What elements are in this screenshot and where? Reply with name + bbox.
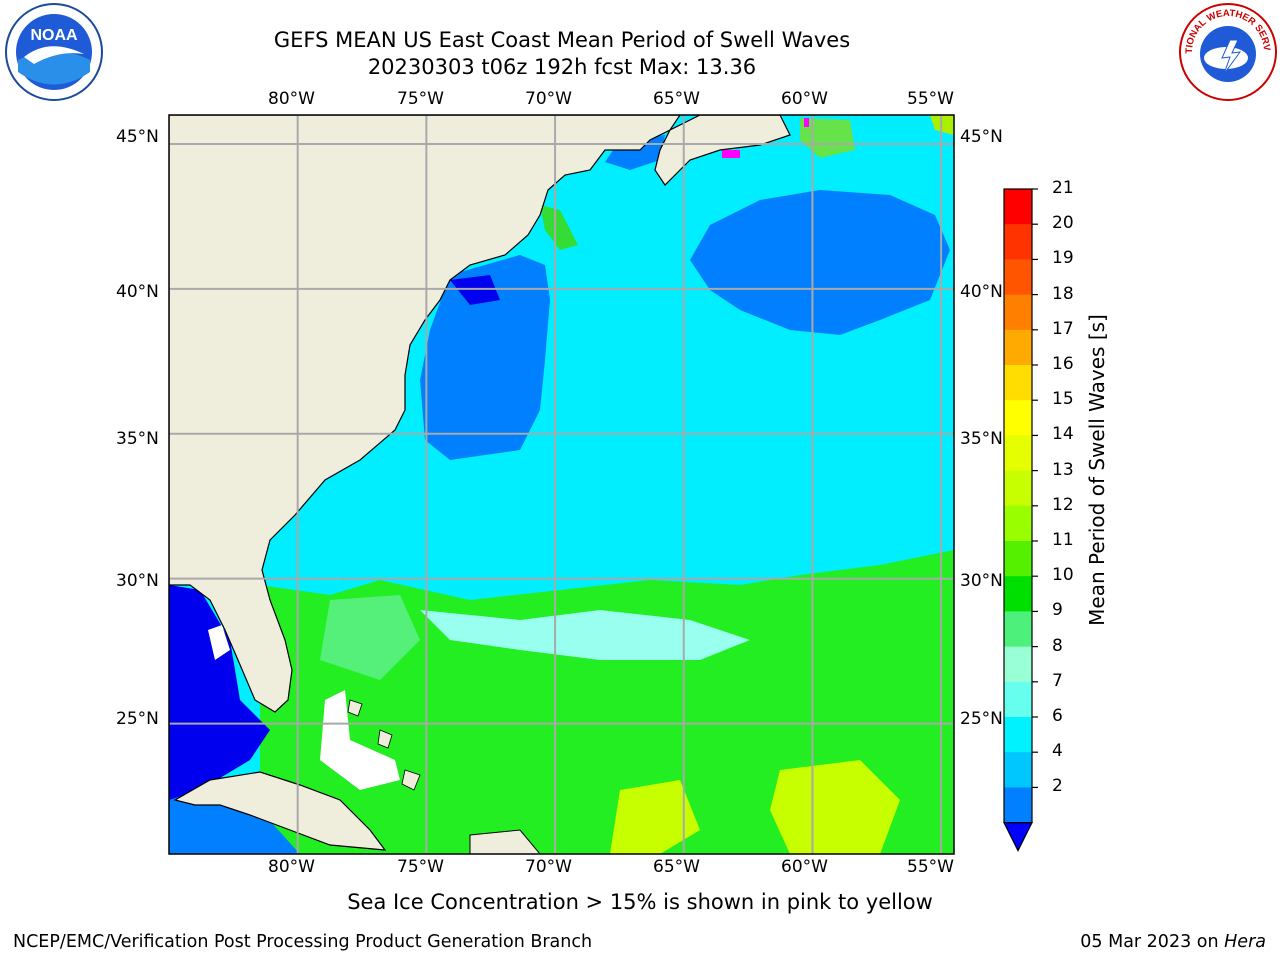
footer-host: Hera (1224, 932, 1266, 952)
lon-label-top: 55°W (907, 89, 954, 109)
colorbar-tick-label: 17 (1052, 318, 1074, 339)
colorbar-segment (1004, 505, 1032, 542)
colorbar-extend-arrow (1003, 822, 1033, 852)
lon-label-bottom: 60°W (781, 857, 828, 877)
land-bahamas-2 (377, 729, 393, 749)
lon-label-top: 75°W (397, 89, 444, 109)
colorbar-segment (1004, 365, 1032, 401)
colorbar-tick-label: 15 (1052, 389, 1074, 410)
lat-label-right: 45°N (960, 127, 1003, 147)
colorbar (1003, 188, 1038, 852)
swell-zone-blue-nearshore (420, 255, 550, 460)
map-frame (168, 114, 955, 855)
colorbar-segment (1004, 717, 1032, 753)
lat-label-left: 25°N (116, 709, 159, 729)
colorbar-segment (1004, 646, 1032, 683)
lat-label-left: 45°N (116, 127, 159, 147)
colorbar-segment (1004, 787, 1032, 824)
colorbar-segment (1004, 752, 1032, 788)
swell-zone-darkblue-bay (450, 275, 500, 305)
colorbar-tick-label: 8 (1052, 635, 1063, 656)
swell-zone-lightcyan (420, 610, 750, 660)
colorbar-tick-label: 2 (1052, 776, 1063, 797)
colorbar-tick-label: 19 (1052, 248, 1074, 269)
swell-zone-darkblue-gulfmex (169, 585, 270, 800)
colorbar-segment (1004, 541, 1032, 577)
land-cuba (173, 771, 387, 851)
colorbar-tick-label: 14 (1052, 424, 1074, 445)
colorbar-tick-label: 9 (1052, 600, 1063, 621)
land-maritimes (654, 115, 791, 186)
shallow-bank-2 (208, 625, 230, 660)
nws-logo-icon: NATIONAL WEATHER SERVICE (1175, 0, 1277, 101)
chart-title: GEFS MEAN US East Coast Mean Period of S… (273, 28, 851, 52)
lon-label-bottom: 55°W (907, 857, 954, 877)
sea-ice-pink-2 (804, 118, 809, 127)
swell-zone-blue-south (169, 795, 300, 854)
noaa-logo: NOAA (4, 2, 104, 102)
sea-ice-note: Sea Ice Concentration > 15% is shown in … (347, 890, 933, 914)
lat-label-left: 35°N (116, 429, 159, 449)
noaa-logo-icon: NOAA (5, 3, 103, 101)
colorbar-tick-label: 7 (1052, 670, 1063, 691)
lat-label-left: 30°N (116, 571, 159, 591)
colorbar-tick-label: 4 (1052, 741, 1063, 762)
swell-zone-blue-offshore (690, 190, 950, 335)
colorbar-segment (1004, 259, 1032, 296)
noaa-logo-text: NOAA (30, 27, 78, 44)
footer-credit: NCEP/EMC/Verification Post Processing Pr… (13, 932, 593, 952)
lat-label-right: 30°N (960, 571, 1003, 591)
graticule (169, 115, 954, 854)
colorbar-segment (1004, 681, 1032, 718)
land-bahamas-3 (401, 769, 421, 791)
colorbar-tick-label: 16 (1052, 354, 1074, 374)
nws-logo: NATIONAL WEATHER SERVICE (1175, 0, 1278, 102)
lat-label-left: 40°N (116, 282, 159, 302)
colorbar-tick-label: 13 (1052, 459, 1074, 480)
colorbar-tick-label: 18 (1052, 283, 1074, 304)
lat-label-right: 35°N (960, 429, 1003, 449)
colorbar-tick-label: 6 (1052, 706, 1063, 726)
sea-ice-pink (722, 150, 740, 158)
land-bahamas-1 (347, 699, 363, 717)
lat-label-right: 40°N (960, 282, 1003, 302)
footer-date: 05 Mar 2023 on Hera (1080, 932, 1266, 952)
swell-zone-green-north (540, 205, 578, 250)
colorbar-segment (1004, 189, 1032, 225)
lon-label-bottom: 75°W (397, 857, 444, 877)
chart-subtitle: 20230303 t06z 192h fcst Max: 13.36 (367, 55, 757, 79)
shallow-bank-1 (320, 690, 400, 790)
colorbar-tick-label: 12 (1052, 494, 1074, 515)
swell-zone-yellowgreen-1 (610, 780, 700, 854)
colorbar-segment (1004, 400, 1032, 436)
colorbar-tick-label: 11 (1052, 530, 1074, 550)
footer-date-text: 05 Mar 2023 on (1080, 932, 1225, 952)
swell-zone-pale-green (320, 595, 420, 680)
colorbar-label: Mean Period of Swell Waves [s] (1085, 314, 1109, 626)
land-hispaniola (469, 829, 541, 854)
lon-label-top: 65°W (653, 89, 700, 109)
colorbar-tick-label: 21 (1052, 178, 1074, 198)
sea-ice-zone (800, 118, 855, 158)
lat-label-right: 25°N (960, 709, 1003, 729)
lon-label-bottom: 65°W (653, 857, 700, 877)
colorbar-segment (1004, 294, 1032, 331)
colorbar-segment (1004, 611, 1032, 648)
lon-label-bottom: 80°W (268, 857, 315, 877)
colorbar-segment (1004, 224, 1032, 260)
colorbar-segment (1004, 470, 1032, 507)
lon-label-top: 70°W (525, 89, 572, 109)
colorbar-segment (1004, 329, 1032, 366)
lon-label-top: 80°W (268, 89, 315, 109)
colorbar-segment (1004, 435, 1032, 472)
colorbar-segment (1004, 576, 1032, 612)
swell-zone-yellowgreen-2 (770, 760, 900, 854)
colorbar-tick-label: 20 (1052, 213, 1074, 234)
lon-label-bottom: 70°W (525, 857, 572, 877)
map-plot-area (169, 115, 954, 854)
lon-label-top: 60°W (781, 89, 828, 109)
colorbar-tick-label: 10 (1052, 565, 1074, 586)
